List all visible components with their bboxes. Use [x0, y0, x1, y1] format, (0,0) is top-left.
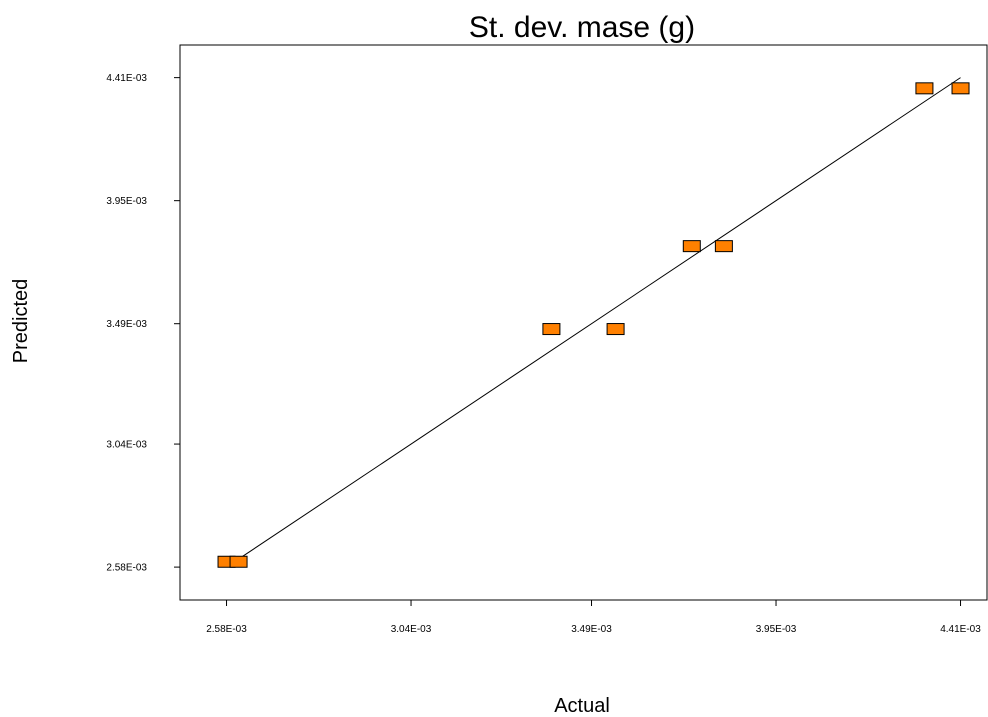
fit-line: [226, 77, 961, 568]
data-point: [714, 240, 733, 253]
data-points: [217, 82, 970, 568]
y-axis: 2.58E-03 3.04E-03 3.49E-03 3.95E-03 4.41E-03: [106, 73, 180, 574]
x-tick-label: 2.58E-03: [206, 624, 247, 635]
x-axis-label: Actual: [554, 695, 610, 717]
y-axis-label: Predicted: [10, 279, 32, 364]
x-tick-label: 4.41E-03: [940, 624, 981, 635]
x-axis: 2.58E-03 3.04E-03 3.49E-03 3.95E-03 4.41E-03: [206, 600, 981, 635]
plot-area-frame: [179, 44, 988, 601]
y-tick-label: 3.49E-03: [106, 319, 147, 330]
data-point: [542, 323, 561, 336]
data-point: [229, 555, 248, 568]
x-tick-label: 3.49E-03: [571, 624, 612, 635]
y-tick-label: 4.41E-03: [106, 73, 147, 84]
data-point: [606, 323, 625, 336]
y-tick-label: 2.58E-03: [106, 563, 147, 574]
x-tick-label: 3.04E-03: [391, 624, 432, 635]
x-tick-label: 3.95E-03: [756, 624, 797, 635]
data-point: [951, 82, 970, 95]
y-tick-label: 3.04E-03: [106, 440, 147, 451]
y-tick-label: 3.95E-03: [106, 196, 147, 207]
data-point: [915, 82, 934, 95]
data-point: [682, 240, 701, 253]
chart-title: St. dev. mase (g): [469, 11, 695, 44]
